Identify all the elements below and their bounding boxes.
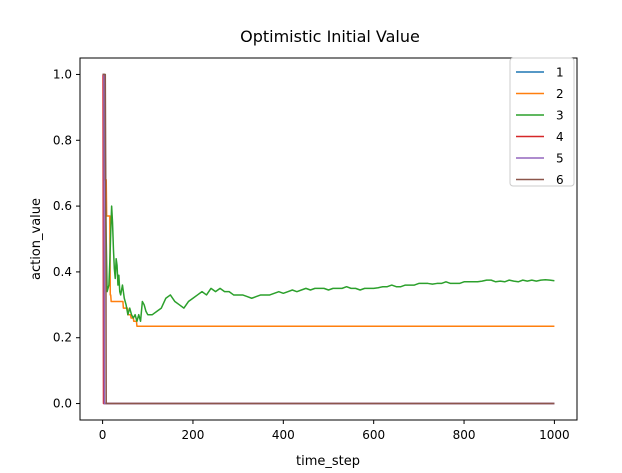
y-tick-label: 1.0 bbox=[53, 67, 72, 81]
series-line-3 bbox=[102, 73, 555, 323]
x-tick-label: 1000 bbox=[539, 428, 570, 442]
x-tick-label: 400 bbox=[272, 428, 295, 442]
y-tick-label: 0.6 bbox=[53, 199, 72, 213]
x-tick-label: 200 bbox=[182, 428, 205, 442]
series-lines bbox=[102, 73, 555, 405]
y-tick-label: 0.2 bbox=[53, 331, 72, 345]
plot-frame bbox=[79, 57, 578, 421]
legend-label-5: 5 bbox=[556, 152, 564, 166]
legend-label-4: 4 bbox=[556, 130, 564, 144]
y-axis-ticks: 0.0 0.2 0.4 0.6 0.8 1.0 bbox=[53, 67, 80, 411]
legend-label-2: 2 bbox=[556, 87, 564, 101]
chart-title: Optimistic Initial Value bbox=[240, 27, 420, 46]
legend-box bbox=[509, 57, 575, 187]
legend-label-6: 6 bbox=[556, 173, 564, 187]
y-tick-label: 0.4 bbox=[53, 265, 72, 279]
y-tick-label: 0.0 bbox=[53, 397, 72, 411]
series-line-6 bbox=[102, 73, 555, 405]
x-tick-label: 0 bbox=[99, 428, 107, 442]
x-axis-ticks: 0 200 400 600 800 1000 bbox=[99, 420, 570, 442]
x-tick-label: 600 bbox=[362, 428, 385, 442]
legend-label-3: 3 bbox=[556, 109, 564, 123]
legend-label-1: 1 bbox=[556, 66, 564, 80]
y-axis-label: action_value bbox=[29, 198, 44, 280]
y-tick-label: 0.8 bbox=[53, 133, 72, 147]
x-axis-label: time_step bbox=[296, 454, 360, 469]
x-tick-label: 800 bbox=[453, 428, 476, 442]
legend: 1 2 3 4 5 6 bbox=[509, 57, 575, 187]
